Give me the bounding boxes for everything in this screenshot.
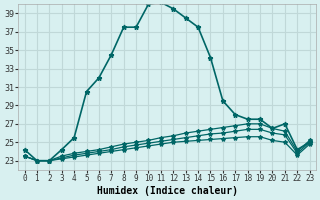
X-axis label: Humidex (Indice chaleur): Humidex (Indice chaleur) [97, 186, 237, 196]
